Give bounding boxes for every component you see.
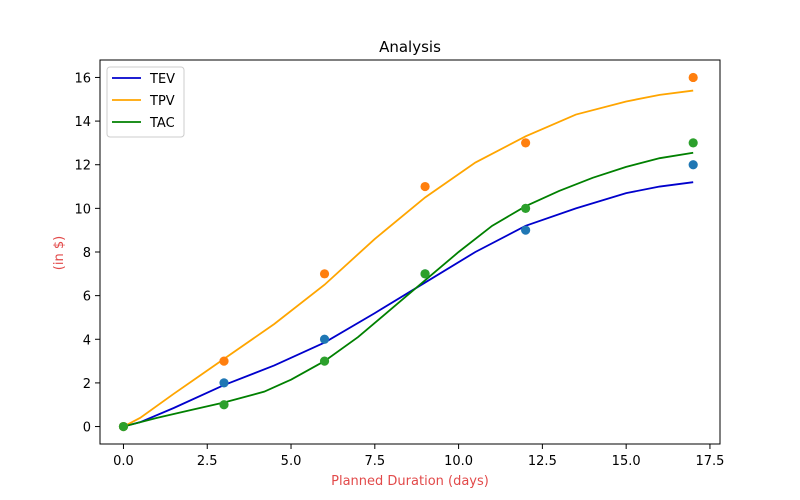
x-tick-label: 0.0 (113, 454, 134, 469)
data-point-tpv (420, 181, 430, 192)
chart-title: Analysis (379, 38, 441, 56)
data-point-tac (118, 421, 129, 432)
legend: TEV TPV TAC (106, 66, 185, 138)
data-point-tpv (688, 72, 698, 83)
y-tick-label: 4 (83, 333, 91, 348)
x-tick-label: 5.0 (281, 454, 302, 469)
x-tick-label: 12.5 (528, 454, 557, 469)
y-tick-label: 0 (83, 421, 91, 436)
data-point-tev (688, 160, 698, 170)
legend-label-tev: TEV (149, 72, 175, 87)
data-point-tev (319, 334, 330, 344)
plot-area: 0.0 2.5 5.0 7.5 10.0 12.5 15.0 17.5 0 2 4 6 8 10 12 14 1… (74, 59, 724, 469)
data-point-tac (688, 138, 698, 148)
series-line-tpv (123, 89, 694, 428)
x-axis-label: Planned Duration (days) (331, 474, 489, 489)
x-tick-label: 2.5 (197, 454, 218, 469)
data-point-tac (319, 356, 330, 366)
x-tick-label: 15.0 (612, 454, 641, 469)
y-tick-label: 6 (83, 290, 91, 305)
plot-frame (99, 59, 721, 445)
data-point-tpv (319, 269, 330, 279)
data-point-tpv (219, 356, 229, 366)
data-point-tpv (521, 138, 531, 148)
data-point-tev (219, 378, 229, 388)
y-tick-label: 2 (83, 377, 91, 392)
series-line-tev (123, 181, 694, 428)
y-tick-label: 16 (74, 71, 91, 86)
legend-label-tpv: TPV (149, 94, 175, 109)
y-tick-label: 14 (74, 115, 91, 130)
data-point-tac (420, 269, 430, 279)
data-point-tev (521, 225, 531, 235)
series-line-tac (123, 151, 694, 428)
y-tick-label: 10 (74, 202, 91, 217)
y-tick-label: 8 (83, 246, 91, 261)
x-tick-label: 7.5 (364, 454, 385, 469)
y-tick-label: 12 (74, 159, 91, 174)
x-tick-label: 10.0 (444, 454, 473, 469)
legend-box (106, 66, 185, 138)
data-point-tac (521, 203, 531, 213)
data-point-tac (219, 400, 229, 410)
x-tick-label: 17.5 (695, 454, 724, 469)
legend-label-tac: TAC (149, 116, 175, 131)
y-axis-label: (in $) (52, 236, 67, 270)
